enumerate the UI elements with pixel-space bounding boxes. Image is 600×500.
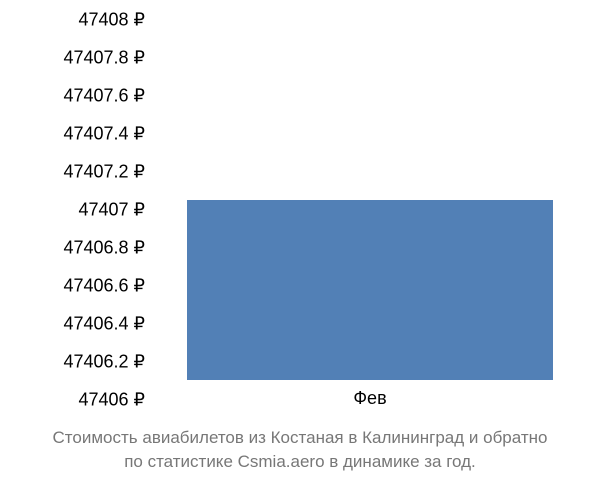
caption-line: Стоимость авиабилетов из Костаная в Кали… (53, 428, 548, 447)
plot-area: Фев (155, 20, 585, 380)
y-tick-label: 47408 ₽ (78, 10, 145, 31)
y-axis: 47408 ₽ 47407.8 ₽ 47407.6 ₽ 47407.4 ₽ 47… (0, 20, 150, 400)
y-tick-label: 47406.6 ₽ (63, 276, 145, 297)
y-tick-label: 47406.2 ₽ (63, 352, 145, 373)
y-tick-label: 47406.8 ₽ (63, 238, 145, 259)
chart-caption: Стоимость авиабилетов из Костаная в Кали… (0, 426, 600, 475)
y-tick-label: 47406.4 ₽ (63, 314, 145, 335)
caption-line: по статистике Csmia.aero в динамике за г… (124, 452, 476, 471)
y-tick-label: 47407.6 ₽ (63, 86, 145, 107)
x-tick-label: Фев (353, 388, 386, 409)
y-tick-label: 47407.4 ₽ (63, 124, 145, 145)
chart-container: 47408 ₽ 47407.8 ₽ 47407.6 ₽ 47407.4 ₽ 47… (0, 20, 600, 400)
y-tick-label: 47407 ₽ (78, 200, 145, 221)
y-tick-label: 47407.2 ₽ (63, 162, 145, 183)
bar (187, 200, 553, 380)
y-tick-label: 47407.8 ₽ (63, 48, 145, 69)
y-tick-label: 47406 ₽ (78, 390, 145, 411)
